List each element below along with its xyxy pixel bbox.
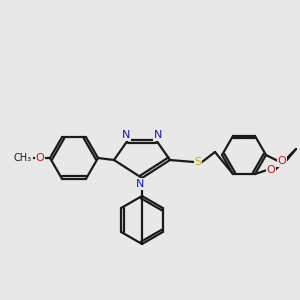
Text: N: N (136, 179, 144, 189)
Text: O: O (36, 153, 44, 163)
Text: O: O (278, 156, 286, 166)
Text: N: N (122, 130, 130, 140)
Text: N: N (154, 130, 162, 140)
Text: CH₃: CH₃ (14, 153, 32, 163)
Text: O: O (267, 165, 275, 175)
Text: S: S (194, 157, 202, 167)
